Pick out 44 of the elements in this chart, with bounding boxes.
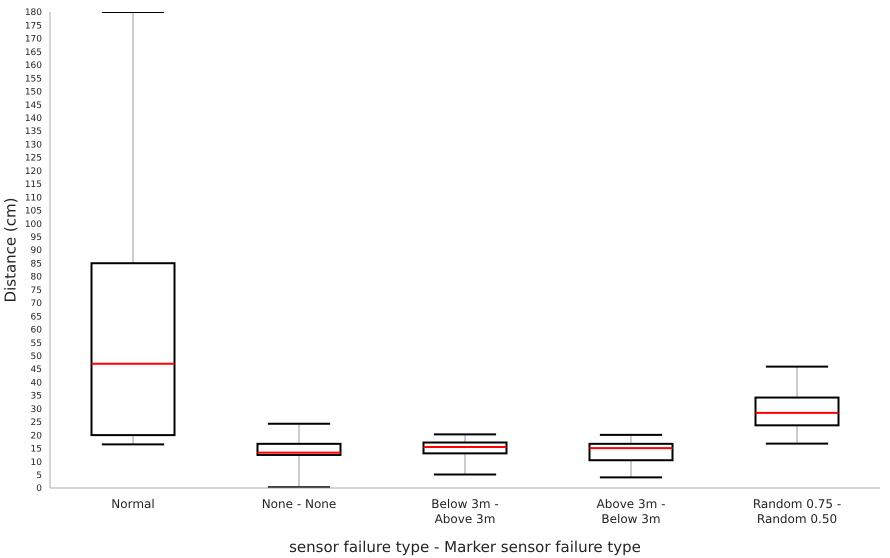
y-tick-label: 120	[24, 166, 42, 177]
y-tick-label: 160	[24, 61, 42, 72]
y-tick-label: 45	[30, 365, 42, 376]
x-tick-label: None - None	[262, 497, 336, 511]
y-tick-label: 75	[30, 286, 42, 296]
y-tick-label: 175	[24, 21, 42, 32]
x-tick-label: Normal	[111, 497, 155, 511]
x-tick-label: Random 0.75 - Random 0.50	[752, 497, 842, 526]
y-tick-label: 145	[24, 100, 42, 111]
y-tick-label: 55	[30, 338, 42, 349]
y-tick-label: 90	[30, 246, 42, 256]
y-tick-label: 135	[24, 127, 42, 138]
y-tick-label: 150	[24, 88, 42, 98]
y-tick-label: 110	[24, 193, 42, 204]
y-tick-label: 5	[36, 470, 42, 481]
y-tick-label: 35	[30, 392, 42, 402]
y-tick-label: 100	[24, 220, 42, 230]
y-tick-label: 115	[24, 180, 42, 190]
y-tick-label: 50	[30, 352, 42, 362]
y-tick-label: 80	[30, 272, 42, 283]
y-tick-label: 0	[36, 484, 42, 494]
y-tick-label: 60	[30, 326, 42, 336]
y-tick-label: 65	[30, 312, 42, 322]
y-axis-title: Distance (cm)	[1, 198, 20, 302]
y-tick-label: 155	[24, 74, 42, 84]
x-axis-title: sensor failure type - Marker sensor failure type	[289, 538, 641, 556]
y-tick-label: 10	[30, 458, 42, 468]
y-tick-label: 140	[24, 114, 42, 124]
y-tick-label: 165	[24, 48, 42, 58]
y-tick-label: 95	[30, 232, 42, 243]
y-tick-label: 85	[30, 259, 42, 270]
y-tick-label: 180	[24, 8, 42, 18]
y-tick-label: 170	[24, 34, 42, 45]
y-tick-label: 30	[30, 404, 42, 415]
y-tick-label: 130	[24, 140, 42, 150]
x-tick-label: Above 3m - Below 3m	[596, 497, 666, 526]
y-tick-label: 125	[24, 154, 42, 164]
x-tick-label: Below 3m - Above 3m	[431, 497, 499, 526]
y-tick-label: 70	[30, 299, 42, 310]
y-tick-label: 20	[30, 431, 42, 442]
y-tick-label: 40	[30, 378, 42, 388]
y-tick-label: 25	[30, 418, 42, 428]
y-tick-label: 15	[30, 444, 42, 455]
y-tick-label: 105	[24, 206, 42, 217]
